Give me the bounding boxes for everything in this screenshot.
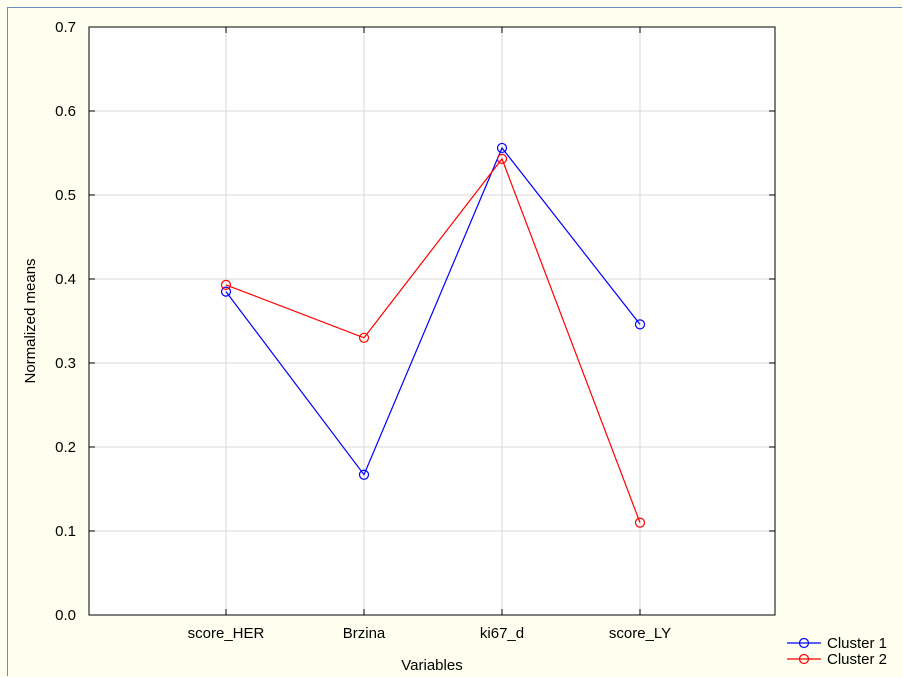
legend-label: Cluster 1 <box>827 635 887 652</box>
y-tick-label: 0.1 <box>55 523 76 540</box>
x-tick-label: score_HER <box>188 625 265 642</box>
data-point <box>496 142 508 154</box>
x-axis-label: Variables <box>401 657 462 674</box>
x-tick-label: score_LY <box>609 625 671 642</box>
grid <box>89 27 775 615</box>
x-tick-label: ki67_d <box>480 625 524 642</box>
data-point <box>634 319 646 330</box>
legend-marker <box>798 637 810 649</box>
plot-border <box>88 26 776 616</box>
y-tick-label: 0.2 <box>55 439 76 456</box>
data-point <box>634 517 646 528</box>
x-axis: score_HER Brzina ki67_d score_LY <box>188 27 671 642</box>
y-tick-label: 0.4 <box>55 271 76 288</box>
legend-marker <box>798 653 810 665</box>
data-point <box>358 469 370 480</box>
y-tick-label: 0.3 <box>55 355 76 372</box>
series-line <box>225 157 641 523</box>
series-layer <box>220 142 646 528</box>
y-tick-label: 0.6 <box>55 103 76 120</box>
legend-label: Cluster 2 <box>827 651 887 668</box>
y-axis-label: Normalized means <box>22 258 39 383</box>
y-tick-label: 0.7 <box>55 19 76 36</box>
plot-area <box>89 27 775 615</box>
series-line <box>225 146 641 476</box>
data-point <box>220 286 232 297</box>
data-point <box>220 279 232 290</box>
y-tick-label: 0.0 <box>55 607 76 624</box>
x-tick-label: Brzina <box>343 625 386 642</box>
data-point <box>358 332 370 343</box>
y-tick-label: 0.5 <box>55 187 76 204</box>
y-axis: 0.0 0.1 0.2 0.3 0.4 0.5 0.6 0.7 <box>55 19 775 624</box>
data-point <box>496 153 508 164</box>
